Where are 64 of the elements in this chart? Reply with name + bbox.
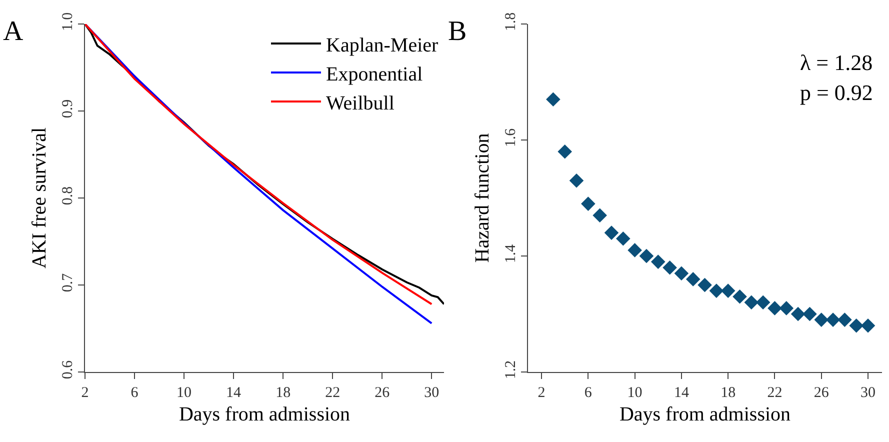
x-tick-label: 30 <box>860 385 876 401</box>
point <box>826 312 840 327</box>
point <box>686 272 700 286</box>
y-tick-label: 0.9 <box>60 99 76 118</box>
point <box>558 144 572 159</box>
text: B <box>448 16 467 47</box>
x-tick-label: 10 <box>176 385 192 401</box>
point <box>628 243 642 258</box>
annotation: p = 0.92 <box>800 80 873 105</box>
point <box>546 92 560 107</box>
x-tick-label: 30 <box>424 385 440 401</box>
point <box>698 278 712 292</box>
x-tick-label: 6 <box>130 385 139 401</box>
legend-label: Exponential <box>326 63 424 86</box>
point <box>569 173 584 188</box>
legend-label: Weilbull <box>326 92 395 114</box>
x-tick-label: 6 <box>584 385 592 401</box>
point <box>639 248 654 264</box>
y-tick-label: 0.8 <box>60 186 76 206</box>
point <box>756 295 770 310</box>
point <box>650 254 666 269</box>
y-axis-title: AKI free survival <box>28 127 50 269</box>
point <box>581 196 596 211</box>
x-tick-label: 2 <box>538 385 546 401</box>
point <box>744 295 759 310</box>
x-tick-label: 18 <box>720 385 736 401</box>
point <box>674 266 689 281</box>
point <box>849 318 864 333</box>
point <box>592 208 607 223</box>
y-tick-label: 1.6 <box>503 128 519 148</box>
y-tick-label: 0.7 <box>60 272 76 292</box>
x-tick-label: 26 <box>814 385 830 401</box>
y-tick-label: 1.8 <box>503 12 519 32</box>
x-axis-title: Days from admission <box>619 404 791 426</box>
point <box>768 301 782 316</box>
point <box>604 226 619 240</box>
y-axis-title: Hazard function <box>472 133 494 263</box>
point <box>779 301 794 316</box>
point <box>814 312 829 327</box>
legend-label: Kaplan-Meier <box>326 34 439 56</box>
point <box>616 231 630 246</box>
x-tick-label: 14 <box>226 385 242 401</box>
x-tick-label: 26 <box>374 385 390 401</box>
text: A <box>3 16 24 47</box>
x-tick-label: 10 <box>627 385 642 401</box>
y-tick-label: 1.2 <box>503 360 519 380</box>
point <box>732 289 747 304</box>
x-tick-label: 2 <box>81 385 89 401</box>
x-tick-label: 14 <box>674 385 690 401</box>
y-tick-label: 0.6 <box>60 360 76 380</box>
y-tick-label: 1.0 <box>60 12 76 32</box>
x-tick-label: 18 <box>276 385 291 401</box>
x-tick-label: 22 <box>325 385 340 401</box>
point <box>720 284 736 298</box>
x-tick-label: 22 <box>767 385 782 401</box>
point <box>790 306 806 322</box>
point <box>802 306 817 322</box>
point <box>662 260 677 275</box>
annotation: λ = 1.28 <box>800 50 873 75</box>
y-tick-label: 1.4 <box>503 244 519 264</box>
point <box>709 284 724 298</box>
point <box>838 312 852 327</box>
point <box>860 318 876 333</box>
x-axis-title: Days from admission <box>178 404 350 426</box>
